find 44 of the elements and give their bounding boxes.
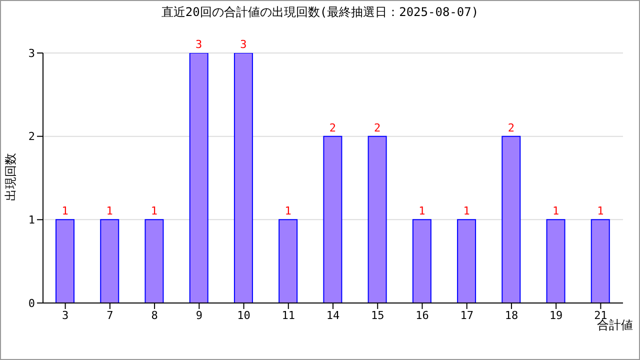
y-tick-label: 0 xyxy=(28,296,35,310)
x-tick-label: 16 xyxy=(416,308,429,322)
bar xyxy=(590,219,610,303)
bar xyxy=(323,136,342,303)
x-tick-label: 10 xyxy=(237,308,250,322)
data-label: 3 xyxy=(196,38,202,51)
data-label: 1 xyxy=(150,204,158,218)
data-label: 2 xyxy=(508,121,514,134)
data-label: 1 xyxy=(284,204,292,218)
x-tick-label: 11 xyxy=(282,308,296,322)
bar xyxy=(278,219,298,303)
bar xyxy=(189,53,208,303)
bar xyxy=(546,219,566,303)
data-label: 2 xyxy=(329,121,336,134)
data-label: 1 xyxy=(597,204,604,218)
x-tick-label: 18 xyxy=(504,308,518,322)
x-tick-label: 9 xyxy=(196,308,202,322)
bar xyxy=(412,219,432,303)
y-tick-label: 1 xyxy=(28,214,35,227)
data-label: 1 xyxy=(463,204,470,218)
data-label: 1 xyxy=(552,204,560,218)
x-tick-label: 19 xyxy=(549,308,563,322)
x-tick-label: 3 xyxy=(62,308,69,322)
data-label: 2 xyxy=(374,121,381,134)
chart-title: 直近20回の合計値の出現回数(最終抽選日：2025-08-07) xyxy=(160,4,480,21)
bar xyxy=(368,136,387,303)
x-tick-label: 17 xyxy=(460,308,474,322)
y-axis-title: 出現回数 xyxy=(2,153,18,201)
data-label: 1 xyxy=(106,204,113,218)
x-tick-label: 8 xyxy=(151,308,158,322)
x-tick-label: 7 xyxy=(106,308,114,322)
data-label: 1 xyxy=(62,204,68,218)
bar xyxy=(234,53,253,303)
bar xyxy=(144,219,164,303)
y-tick-label: 2 xyxy=(28,130,35,144)
bar xyxy=(502,136,521,303)
bar xyxy=(457,219,476,303)
data-label: 3 xyxy=(240,38,247,51)
y-tick-label: 3 xyxy=(28,46,35,60)
x-tick-label: 14 xyxy=(326,308,340,322)
x-tick-label: 15 xyxy=(370,308,384,322)
bar xyxy=(100,219,120,303)
data-label: 1 xyxy=(418,204,426,218)
bar xyxy=(56,219,74,303)
